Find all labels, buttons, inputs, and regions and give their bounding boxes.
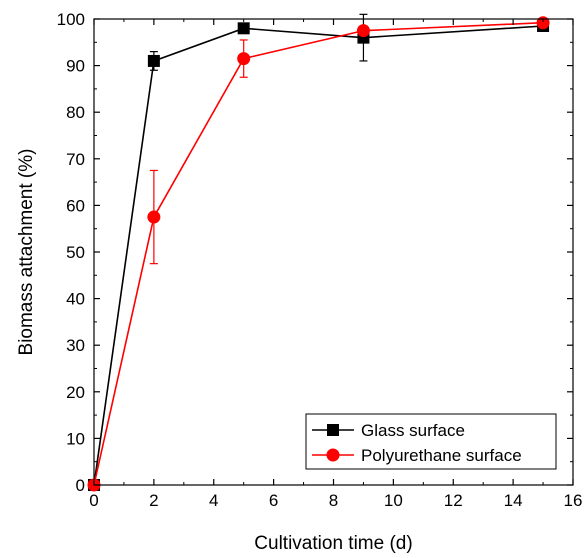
y-tick-label: 30 <box>66 336 85 355</box>
series-0 <box>88 13 550 491</box>
legend-box <box>305 413 557 470</box>
axis-ticks: 0 2 4 6 8 10 12 14 16 0 10 20 30 40 50 60 70 80 90 100 <box>57 10 583 510</box>
x-tick-label: 10 <box>384 491 403 510</box>
y-tick-label: 70 <box>66 150 85 169</box>
x-axis-title: Cultivation time (d) <box>254 533 412 554</box>
data-point <box>356 24 370 38</box>
legend-entry-glass: Glass surface <box>312 421 465 440</box>
data-point <box>147 54 160 67</box>
x-tick-label: 14 <box>504 491 523 510</box>
y-tick-label: 100 <box>57 10 85 29</box>
plot-marks <box>87 13 550 492</box>
data-point <box>237 22 250 35</box>
data-point <box>237 52 251 66</box>
x-tick-label: 6 <box>269 491 278 510</box>
data-point <box>147 210 161 224</box>
x-tick-label: 0 <box>89 491 98 510</box>
x-tick-label: 12 <box>444 491 463 510</box>
y-tick-label: 10 <box>66 429 85 448</box>
x-tick-label: 2 <box>149 491 158 510</box>
y-tick-label: 60 <box>66 196 85 215</box>
data-point <box>536 16 550 30</box>
y-tick-label: 20 <box>66 383 85 402</box>
legend-label-polyurethane: Polyurethane surface <box>361 446 522 465</box>
series-1 <box>87 16 550 492</box>
x-tick-label: 8 <box>329 491 338 510</box>
y-tick-label: 90 <box>66 57 85 76</box>
legend: Glass surface Polyurethane surface <box>305 413 557 470</box>
x-tick-label: 16 <box>564 491 583 510</box>
y-tick-label: 50 <box>66 243 85 262</box>
legend-marker-polyurethane <box>326 448 340 462</box>
legend-entry-polyurethane: Polyurethane surface <box>312 446 522 465</box>
legend-label-glass: Glass surface <box>361 421 465 440</box>
y-tick-label: 40 <box>66 290 85 309</box>
legend-marker-glass <box>327 424 339 436</box>
y-axis-title: Biomass attachment (%) <box>16 149 37 356</box>
y-tick-label: 80 <box>66 103 85 122</box>
x-tick-label: 4 <box>209 491 218 510</box>
y-tick-label: 0 <box>76 476 85 495</box>
